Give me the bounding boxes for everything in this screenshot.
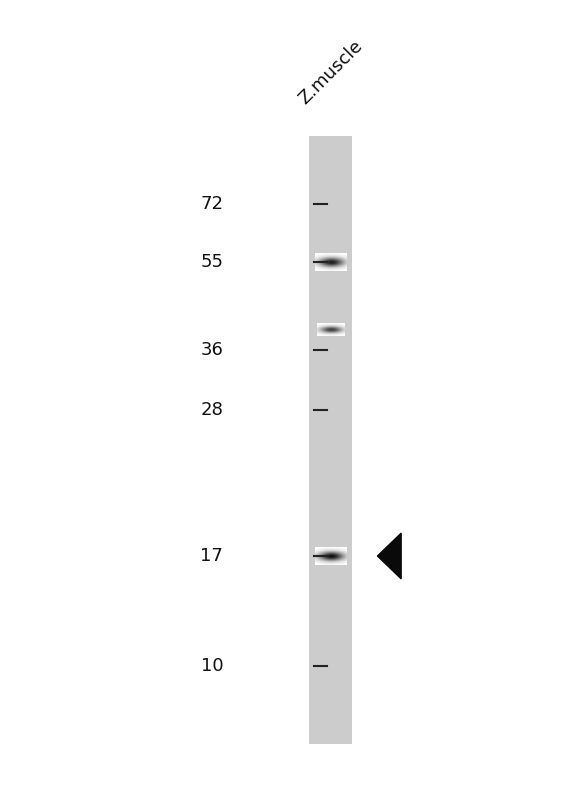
Text: 10: 10 [201, 657, 223, 674]
Text: 55: 55 [200, 254, 223, 271]
Text: 17: 17 [201, 547, 223, 565]
Bar [310, 136, 351, 744]
Text: 72: 72 [200, 195, 223, 213]
Text: 36: 36 [201, 342, 223, 359]
Text: Z.muscle: Z.muscle [295, 37, 366, 108]
Polygon shape [377, 533, 401, 579]
Text: 28: 28 [201, 401, 223, 418]
